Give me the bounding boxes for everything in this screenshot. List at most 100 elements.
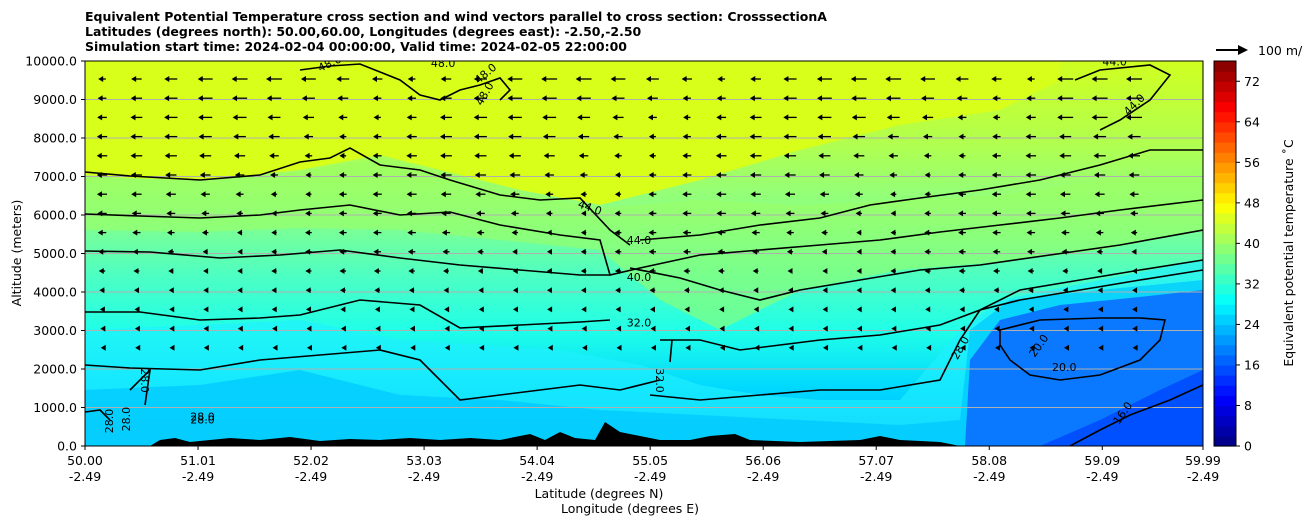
wind-arrow	[271, 306, 277, 313]
colorbar-band	[1214, 364, 1236, 376]
wind-arrow	[822, 306, 828, 313]
x-tick-label-lon: -2.49	[973, 469, 1005, 484]
wind-arrow	[407, 76, 416, 82]
wind-arrow	[750, 210, 761, 217]
wind-arrow	[717, 248, 725, 255]
wind-arrow	[1063, 325, 1069, 332]
wind-arrow	[611, 95, 625, 102]
wind-arrow	[513, 344, 519, 351]
wind-arrow	[682, 95, 691, 102]
wind-arrow	[924, 287, 931, 294]
x-axis: 50.00-2.4951.01-2.4952.02-2.4953.03-2.49…	[67, 446, 1221, 484]
wind-arrow	[750, 191, 761, 198]
wind-arrow	[1028, 287, 1034, 294]
wind-arrow	[544, 172, 554, 178]
wind-arrow	[958, 152, 966, 159]
colorbar-tick-label: 24	[1244, 317, 1260, 332]
y-tick-label: 1000.0	[33, 400, 77, 415]
wind-arrow	[1131, 268, 1137, 274]
wind-arrow	[339, 248, 347, 255]
contour-40	[85, 199, 1203, 276]
wind-arrow	[1060, 191, 1071, 198]
wind-arrow	[165, 191, 176, 198]
wind-arrow	[199, 172, 211, 178]
wind-arrow	[992, 133, 1001, 140]
quiver-key-label: 100 m/	[1258, 43, 1303, 58]
wind-arrow	[440, 172, 452, 178]
wind-arrow	[854, 172, 864, 178]
wind-arrow	[270, 172, 278, 178]
colorbar-band	[1214, 243, 1236, 255]
wind-arrow	[581, 325, 587, 332]
wind-arrow	[99, 287, 105, 294]
colorbar-tick-label: 40	[1244, 236, 1260, 251]
wind-arrow	[165, 172, 177, 178]
wind-arrow	[197, 76, 213, 82]
wind-arrow	[615, 287, 621, 294]
wind-arrow	[268, 133, 280, 140]
wind-arrow	[444, 306, 450, 313]
colorbar-band	[1214, 131, 1236, 143]
wind-arrow	[718, 268, 725, 274]
colorbar-band	[1214, 152, 1236, 163]
wind-arrow	[373, 133, 382, 140]
x-tick-label-lon: -2.49	[295, 469, 327, 484]
colorbar-band	[1214, 253, 1236, 265]
wind-arrow	[992, 95, 1001, 102]
wind-arrow	[958, 229, 966, 236]
wind-arrow	[788, 344, 794, 351]
wind-arrow	[647, 114, 657, 121]
wind-arrow	[1057, 114, 1074, 121]
wind-arrow	[992, 114, 1001, 121]
wind-arrow	[719, 306, 725, 313]
contour-16	[1069, 384, 1203, 446]
x-tick-label-lat: 51.01	[180, 453, 216, 468]
wind-arrow	[271, 210, 277, 217]
wind-arrow	[1132, 325, 1138, 332]
wind-arrow	[616, 344, 622, 351]
wind-arrow	[513, 325, 519, 332]
wind-arrow	[1128, 172, 1140, 178]
wind-arrow	[682, 191, 692, 198]
wind-arrow	[991, 210, 1001, 217]
wind-arrow	[237, 248, 243, 255]
wind-arrow	[406, 152, 417, 159]
wind-arrow	[306, 344, 312, 351]
wind-arrow	[478, 325, 484, 332]
wind-arrow	[822, 287, 828, 294]
wind-arrow	[716, 95, 726, 102]
chart-title: Equivalent Potential Temperature cross s…	[85, 9, 827, 54]
wind-arrow	[993, 287, 1000, 294]
wind-arrow	[237, 268, 243, 274]
wind-arrow	[924, 229, 931, 236]
x-tick-label-lat: 59.99	[1185, 453, 1221, 468]
wind-arrow	[991, 152, 1001, 159]
y-axis-label: Altitude (meters)	[9, 200, 24, 307]
wind-arrow	[406, 133, 417, 140]
wind-arrow	[541, 95, 557, 102]
wind-arrow	[272, 344, 278, 351]
wind-arrow	[547, 306, 553, 313]
wind-arrow	[509, 172, 521, 178]
wind-arrow	[201, 229, 209, 236]
wind-arrow	[375, 344, 381, 351]
wind-arrow	[614, 191, 622, 198]
wind-arrow	[98, 76, 106, 82]
wind-arrow	[406, 172, 417, 178]
wind-arrow	[203, 268, 209, 274]
wind-arrow	[719, 325, 725, 332]
wind-arrow	[444, 344, 450, 351]
wind-arrow	[788, 325, 794, 332]
wind-arrow	[1132, 344, 1138, 351]
wind-arrow	[164, 114, 178, 121]
wind-arrow	[614, 229, 622, 236]
wind-arrow	[822, 268, 828, 274]
wind-arrow	[508, 152, 521, 159]
wind-arrow	[406, 210, 417, 217]
wind-arrow	[234, 152, 246, 159]
wind-arrow	[440, 152, 452, 159]
wind-arrow	[891, 325, 897, 332]
wind-arrow	[546, 287, 552, 294]
wind-arrow	[441, 210, 451, 217]
wind-arrow	[855, 210, 863, 217]
